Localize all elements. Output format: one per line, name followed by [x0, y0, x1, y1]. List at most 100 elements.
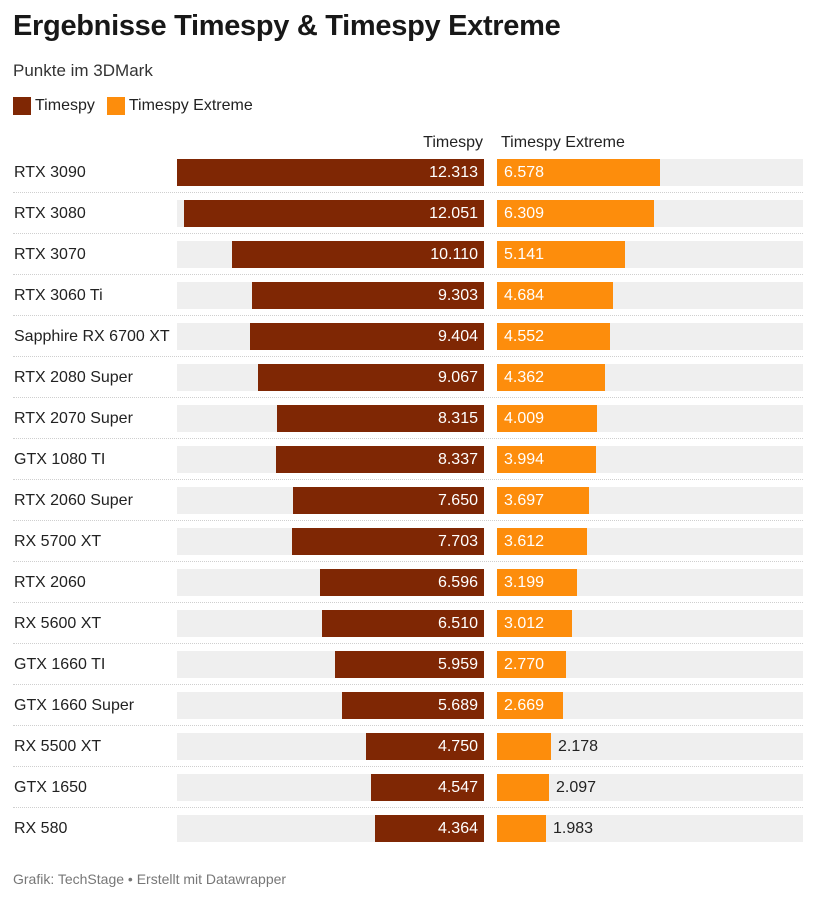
row-separator — [13, 725, 803, 726]
row-separator — [13, 643, 803, 644]
data-label-timespy: 6.596 — [437, 574, 478, 591]
legend-swatch-timespy — [13, 97, 31, 115]
category-label: GTX 1660 Super — [14, 697, 135, 714]
bar-timespy — [371, 774, 484, 801]
column-header-timespy: Timespy — [423, 134, 483, 151]
row-separator — [13, 397, 803, 398]
data-label-timespy: 5.959 — [437, 656, 478, 673]
bar-timespy — [184, 200, 484, 227]
data-label-timespy-extreme: 2.770 — [504, 656, 545, 673]
bar-timespy — [375, 815, 484, 842]
data-label-timespy-extreme: 4.684 — [504, 287, 545, 304]
data-label-timespy: 12.051 — [429, 205, 478, 222]
data-label-timespy: 9.404 — [437, 328, 478, 345]
row-separator — [13, 807, 803, 808]
bar-timespy-extreme — [497, 364, 605, 391]
bar-timespy — [366, 733, 484, 760]
bar-timespy — [322, 610, 484, 637]
bar-timespy-extreme — [497, 651, 566, 678]
chart-title: Ergebnisse Timespy & Timespy Extreme — [13, 10, 561, 42]
bar-timespy — [177, 159, 484, 186]
bar-timespy-extreme — [497, 159, 660, 186]
bar-timespy — [277, 405, 484, 432]
data-label-timespy: 7.703 — [437, 533, 478, 550]
bar-timespy — [292, 528, 484, 555]
bar-timespy — [232, 241, 484, 268]
data-label-timespy-extreme: 4.552 — [504, 328, 545, 345]
bar-timespy — [293, 487, 484, 514]
chart-subtitle: Punkte im 3DMark — [13, 61, 153, 80]
row-separator — [13, 438, 803, 439]
data-label-timespy-extreme: 6.578 — [504, 164, 545, 181]
data-label-timespy-extreme: 3.012 — [504, 615, 545, 632]
data-label-timespy: 9.067 — [437, 369, 478, 386]
category-label: RTX 2080 Super — [14, 369, 133, 386]
bar-timespy-extreme — [497, 815, 546, 842]
data-label-timespy-extreme: 6.309 — [504, 205, 545, 222]
bar-timespy — [342, 692, 484, 719]
data-label-timespy-extreme: 2.669 — [504, 697, 545, 714]
bar-timespy — [258, 364, 484, 391]
bar-timespy-extreme — [497, 282, 613, 309]
data-label-timespy-extreme: 3.697 — [504, 492, 545, 509]
bar-timespy-extreme — [497, 446, 596, 473]
data-label-timespy-extreme: 5.141 — [504, 246, 545, 263]
data-label-timespy: 10.110 — [430, 246, 478, 263]
bar-background — [497, 815, 803, 842]
row-separator — [13, 315, 803, 316]
legend-label-timespy-extreme: Timespy Extreme — [128, 97, 253, 114]
bar-timespy-extreme — [497, 569, 577, 596]
bar-timespy-extreme — [497, 774, 549, 801]
category-label: RTX 3090 — [14, 164, 86, 181]
bar-timespy-extreme — [497, 733, 551, 760]
category-label: RTX 3060 Ti — [14, 287, 103, 304]
row-separator — [13, 233, 803, 234]
row-separator — [13, 192, 803, 193]
data-label-timespy-extreme: 2.178 — [558, 738, 599, 755]
category-label: RTX 3080 — [14, 205, 86, 222]
legend-item-timespy-extreme: Timespy Extreme — [106, 97, 253, 115]
data-label-timespy-extreme: 3.612 — [504, 533, 545, 550]
bar-timespy-extreme — [497, 610, 572, 637]
data-label-timespy-extreme: 3.199 — [504, 574, 545, 591]
data-label-timespy: 4.364 — [437, 820, 478, 837]
row-separator — [13, 274, 803, 275]
row-separator — [13, 602, 803, 603]
legend: Timespy Timespy Extreme — [13, 97, 265, 115]
bar-timespy-extreme — [497, 200, 654, 227]
data-label-timespy: 4.750 — [437, 738, 478, 755]
bar-timespy — [320, 569, 484, 596]
data-label-timespy: 8.315 — [437, 410, 478, 427]
category-label: Sapphire RX 6700 XT — [14, 328, 170, 345]
legend-swatch-timespy-extreme — [106, 97, 125, 115]
row-separator — [13, 520, 803, 521]
category-label: RX 5500 XT — [14, 738, 102, 755]
category-label: RX 5700 XT — [14, 533, 102, 550]
category-label: RTX 2060 Super — [14, 492, 133, 509]
row-separator — [13, 684, 803, 685]
column-header-timespy-extreme: Timespy Extreme — [501, 134, 625, 151]
data-label-timespy: 6.510 — [437, 615, 478, 632]
row-separator — [13, 356, 803, 357]
category-label: RX 5600 XT — [14, 615, 102, 632]
bar-timespy-extreme — [497, 323, 610, 350]
row-separator — [13, 766, 803, 767]
data-label-timespy-extreme: 1.983 — [553, 820, 594, 837]
category-label: RX 580 — [14, 820, 68, 837]
legend-item-timespy: Timespy — [13, 97, 95, 115]
data-label-timespy: 8.337 — [437, 451, 478, 468]
category-label: GTX 1080 TI — [14, 451, 106, 468]
category-label: GTX 1660 TI — [14, 656, 106, 673]
data-label-timespy: 12.313 — [429, 164, 478, 181]
bar-timespy-extreme — [497, 405, 597, 432]
legend-label-timespy: Timespy — [35, 97, 95, 114]
data-label-timespy: 4.547 — [437, 779, 478, 796]
row-separator — [13, 561, 803, 562]
data-label-timespy-extreme: 3.994 — [504, 451, 545, 468]
data-label-timespy-extreme: 4.009 — [504, 410, 545, 427]
data-label-timespy-extreme: 2.097 — [556, 779, 597, 796]
bar-timespy — [250, 323, 484, 350]
data-label-timespy: 7.650 — [437, 492, 478, 509]
category-label: RTX 2070 Super — [14, 410, 133, 427]
data-label-timespy: 5.689 — [437, 697, 478, 714]
